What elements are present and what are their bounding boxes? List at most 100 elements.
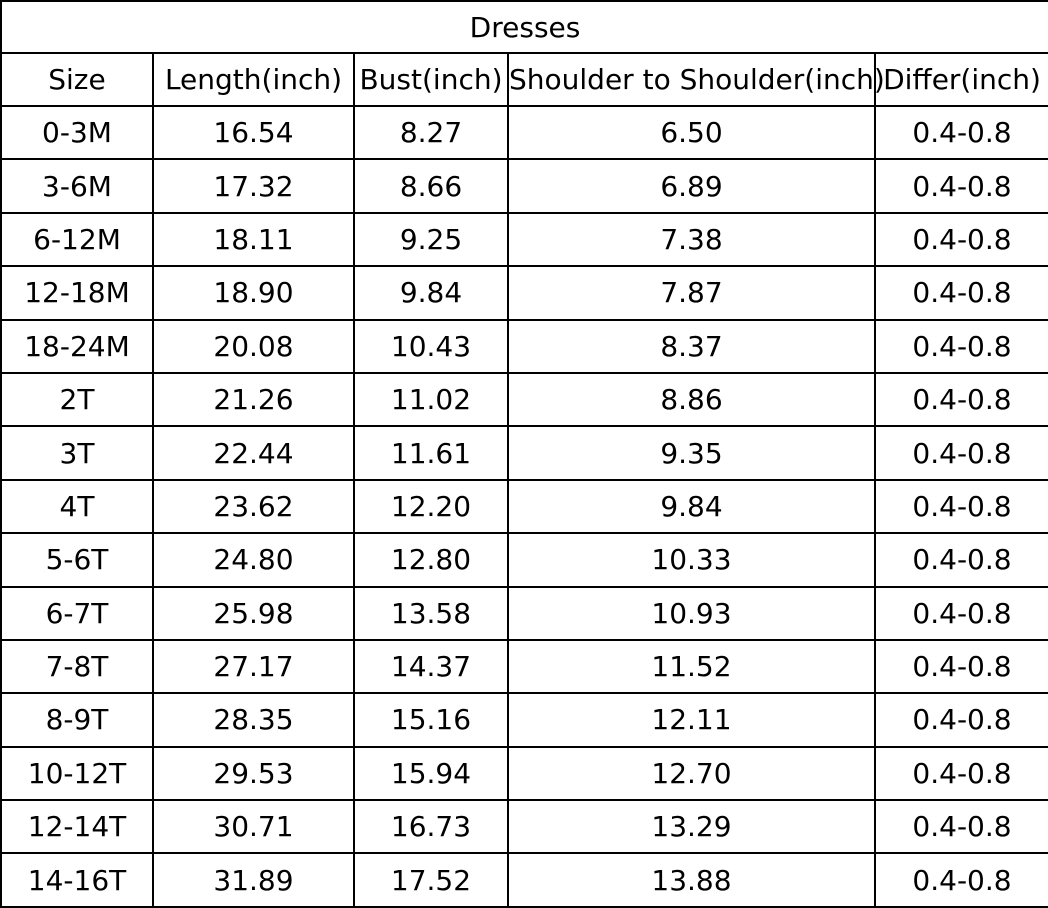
cell-bust: 12.20 [353,478,509,535]
cell-size: 3-6M [0,158,154,214]
table-row: 12-14T 30.71 16.73 13.29 0.4-0.8 [0,799,1048,855]
cell-length: 20.08 [152,318,355,374]
table-title: Dresses [0,0,1048,54]
cell-differ: 0.4-0.8 [873,104,1048,161]
table-row: 14-16T 31.89 17.52 13.88 0.4-0.8 [0,852,1048,908]
cell-size: 6-7T [0,585,154,641]
cell-length: 23.62 [152,478,355,535]
cell-differ: 0.4-0.8 [873,371,1048,428]
cell-size: 18-24M [0,318,154,374]
cell-length: 24.80 [152,532,355,588]
cell-differ: 0.4-0.8 [873,158,1048,214]
cell-differ: 0.4-0.8 [873,532,1048,588]
cell-bust: 15.94 [353,745,509,802]
cell-bust: 13.58 [353,585,509,641]
cell-length: 18.11 [152,211,355,268]
cell-length: 18.90 [152,265,355,321]
cell-shoulder: 6.89 [507,158,876,214]
table-row: 6-12M 18.11 9.25 7.38 0.4-0.8 [0,211,1048,268]
cell-shoulder: 12.70 [507,745,876,802]
cell-differ: 0.4-0.8 [873,211,1048,268]
table-row: 3-6M 17.32 8.66 6.89 0.4-0.8 [0,158,1048,214]
cell-length: 27.17 [152,638,355,695]
cell-differ: 0.4-0.8 [873,585,1048,641]
cell-size: 12-14T [0,799,154,855]
column-header-size: Size [0,52,154,107]
cell-size: 6-12M [0,211,154,268]
cell-length: 31.89 [152,852,355,908]
table-row: 7-8T 27.17 14.37 11.52 0.4-0.8 [0,638,1048,695]
cell-size: 10-12T [0,745,154,802]
cell-shoulder: 10.93 [507,585,876,641]
cell-shoulder: 9.84 [507,478,876,535]
cell-differ: 0.4-0.8 [873,852,1048,908]
cell-size: 0-3M [0,104,154,161]
cell-bust: 9.84 [353,265,509,321]
table-row: 0-3M 16.54 8.27 6.50 0.4-0.8 [0,104,1048,161]
cell-shoulder: 8.37 [507,318,876,374]
cell-bust: 11.61 [353,425,509,481]
cell-size: 5-6T [0,532,154,588]
cell-length: 29.53 [152,745,355,802]
cell-bust: 11.02 [353,371,509,428]
cell-bust: 17.52 [353,852,509,908]
table-title-row: Dresses [0,0,1048,54]
cell-shoulder: 7.87 [507,265,876,321]
cell-length: 25.98 [152,585,355,641]
cell-bust: 8.66 [353,158,509,214]
cell-shoulder: 13.88 [507,852,876,908]
cell-bust: 14.37 [353,638,509,695]
column-header-length: Length(inch) [152,52,355,107]
cell-differ: 0.4-0.8 [873,692,1048,748]
cell-bust: 12.80 [353,532,509,588]
cell-differ: 0.4-0.8 [873,425,1048,481]
cell-length: 28.35 [152,692,355,748]
cell-bust: 15.16 [353,692,509,748]
column-header-differ: Differ(inch) [873,52,1048,107]
cell-size: 7-8T [0,638,154,695]
table-header-row: Size Length(inch) Bust(inch) Shoulder to… [0,52,1048,107]
cell-length: 21.26 [152,371,355,428]
cell-bust: 16.73 [353,799,509,855]
cell-bust: 10.43 [353,318,509,374]
cell-size: 2T [0,371,154,428]
table-row: 10-12T 29.53 15.94 12.70 0.4-0.8 [0,745,1048,802]
table-row: 6-7T 25.98 13.58 10.93 0.4-0.8 [0,585,1048,641]
table-row: 4T 23.62 12.20 9.84 0.4-0.8 [0,478,1048,535]
cell-shoulder: 10.33 [507,532,876,588]
table-body: 0-3M 16.54 8.27 6.50 0.4-0.8 3-6M 17.32 … [0,104,1048,908]
table-row: 2T 21.26 11.02 8.86 0.4-0.8 [0,371,1048,428]
cell-size: 12-18M [0,265,154,321]
column-header-shoulder-to-shoulder: Shoulder to Shoulder(inch) [507,52,885,107]
cell-shoulder: 7.38 [507,211,876,268]
table-row: 18-24M 20.08 10.43 8.37 0.4-0.8 [0,318,1048,374]
cell-differ: 0.4-0.8 [873,799,1048,855]
cell-differ: 0.4-0.8 [873,318,1048,374]
cell-shoulder: 6.50 [507,104,876,161]
table-row: 5-6T 24.80 12.80 10.33 0.4-0.8 [0,532,1048,588]
cell-size: 4T [0,478,154,535]
cell-shoulder: 12.11 [507,692,876,748]
cell-size: 8-9T [0,692,154,748]
cell-length: 22.44 [152,425,355,481]
cell-differ: 0.4-0.8 [873,478,1048,535]
cell-bust: 9.25 [353,211,509,268]
cell-differ: 0.4-0.8 [873,745,1048,802]
cell-size: 3T [0,425,154,481]
table-row: 8-9T 28.35 15.16 12.11 0.4-0.8 [0,692,1048,748]
cell-length: 16.54 [152,104,355,161]
cell-shoulder: 13.29 [507,799,876,855]
column-header-bust: Bust(inch) [353,52,509,107]
cell-size: 14-16T [0,852,154,908]
cell-shoulder: 11.52 [507,638,876,695]
cell-bust: 8.27 [353,104,509,161]
cell-shoulder: 9.35 [507,425,876,481]
cell-differ: 0.4-0.8 [873,638,1048,695]
cell-length: 17.32 [152,158,355,214]
cell-differ: 0.4-0.8 [873,265,1048,321]
table-row: 3T 22.44 11.61 9.35 0.4-0.8 [0,425,1048,481]
cell-length: 30.71 [152,799,355,855]
table-row: 12-18M 18.90 9.84 7.87 0.4-0.8 [0,265,1048,321]
cell-shoulder: 8.86 [507,371,876,428]
